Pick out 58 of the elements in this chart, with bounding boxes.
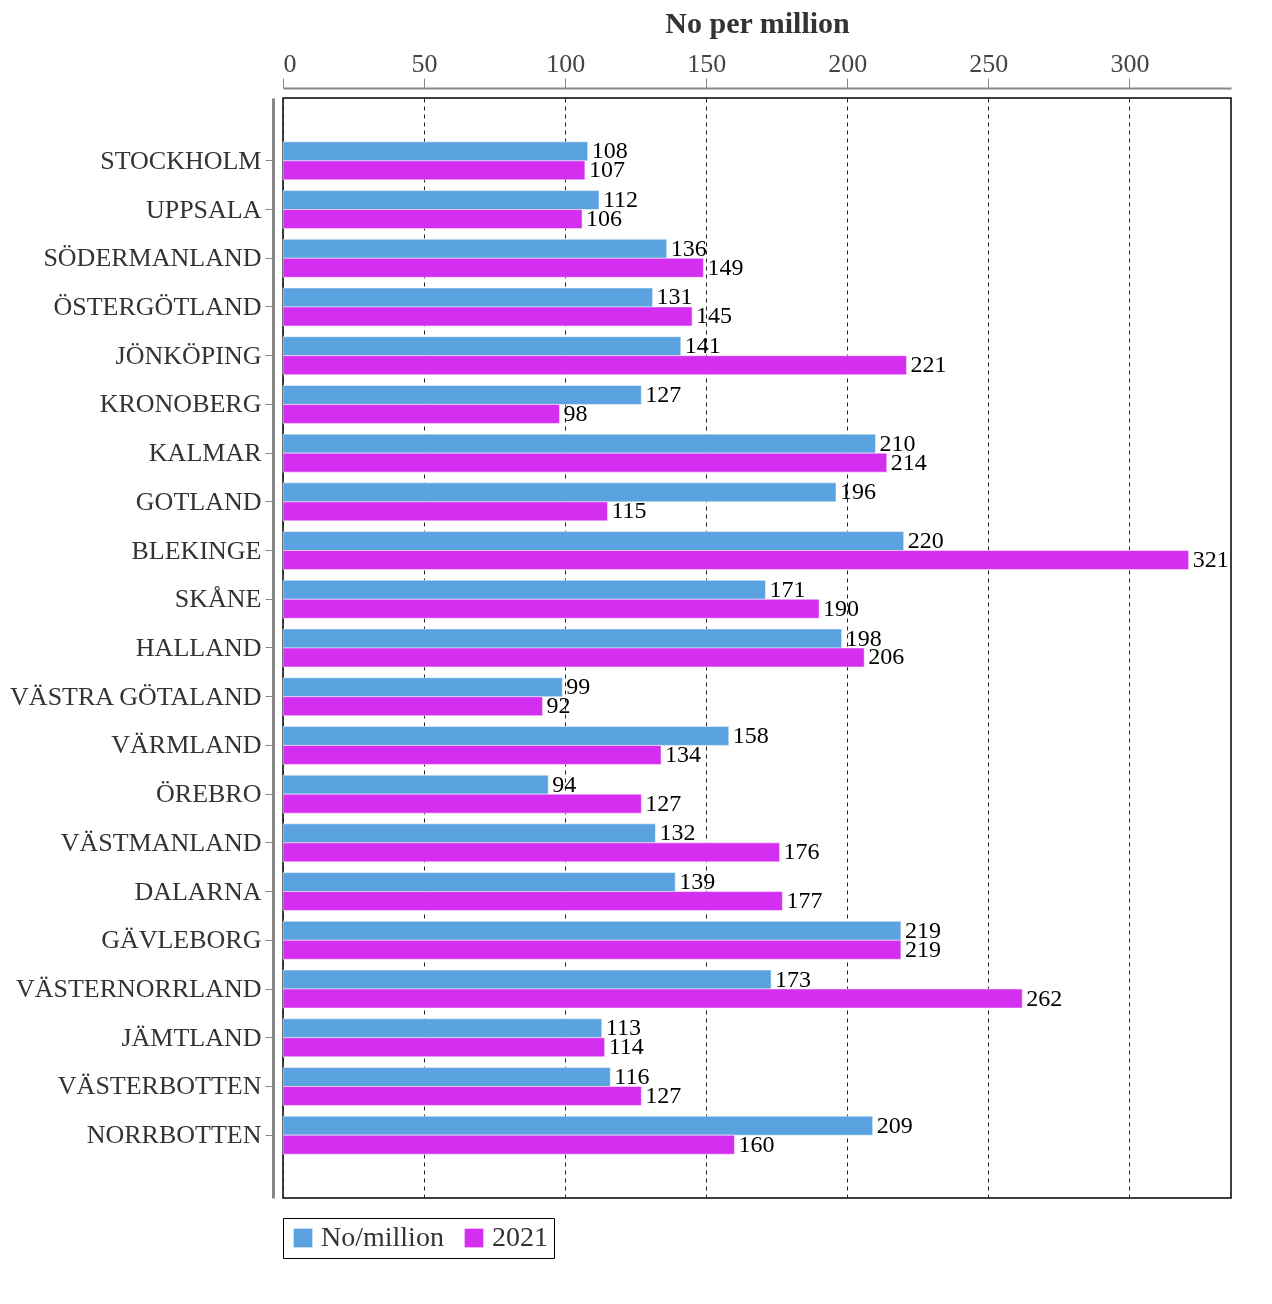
y-tick-label: STOCKHOLM xyxy=(100,145,262,175)
data-label: 190 xyxy=(823,594,860,621)
legend-label: No/million xyxy=(321,1221,444,1252)
y-tick-label: UPPSALA xyxy=(145,194,262,224)
y-tick-label: ÖREBRO xyxy=(156,779,262,809)
data-label: 173 xyxy=(775,965,812,992)
y-tick-label: KALMAR xyxy=(148,438,263,468)
data-label: 149 xyxy=(707,253,744,280)
y-tick-label: DALARNA xyxy=(134,876,262,906)
data-label: 98 xyxy=(563,399,588,426)
data-label: 94 xyxy=(552,770,577,797)
x-tick-label: 250 xyxy=(969,48,1009,78)
data-label: 116 xyxy=(614,1062,650,1089)
data-label: 176 xyxy=(783,838,820,865)
data-label: 145 xyxy=(696,302,733,329)
x-tick-label: 0 xyxy=(283,48,297,78)
data-label: 220 xyxy=(907,527,944,554)
y-tick-label: VÄSTERBOTTEN xyxy=(57,1071,262,1101)
data-label: 139 xyxy=(679,868,716,895)
data-label: 134 xyxy=(665,740,702,767)
y-tick-label: SKÅNE xyxy=(174,584,262,614)
y-tick-label: GÄVLEBORG xyxy=(101,925,262,955)
x-tick-label: 200 xyxy=(828,48,868,78)
x-axis-title: No per million xyxy=(665,5,851,39)
y-tick-label: NORRBOTTEN xyxy=(86,1120,262,1150)
legend-label: 2021 xyxy=(492,1221,548,1252)
data-label: 158 xyxy=(732,721,769,748)
x-tick-label: 100 xyxy=(546,48,586,78)
data-label: 115 xyxy=(611,497,647,524)
x-tick-label: 300 xyxy=(1110,48,1150,78)
y-tick-label: HALLAND xyxy=(135,633,262,662)
data-label: 196 xyxy=(840,478,876,505)
y-tick-label: VÄSTRA GÖTALAND xyxy=(10,681,262,711)
y-tick-label: VÄSTMANLAND xyxy=(60,827,262,857)
data-label: 177 xyxy=(786,887,823,914)
y-tick-label: BLEKINGE xyxy=(131,535,262,565)
data-label: 262 xyxy=(1026,984,1063,1011)
data-label: 321 xyxy=(1192,546,1229,573)
data-label: 127 xyxy=(645,380,682,407)
data-label: 127 xyxy=(645,789,682,816)
y-tick-label: ÖSTERGÖTLAND xyxy=(53,291,262,321)
y-tick-label: VÄSTERNORRLAND xyxy=(15,974,262,1004)
data-label: 136 xyxy=(670,234,707,261)
x-tick-label: 50 xyxy=(411,48,438,78)
data-label: 141 xyxy=(684,332,721,359)
data-label: 171 xyxy=(769,575,806,602)
data-label: 221 xyxy=(910,351,947,378)
x-tick-label: 150 xyxy=(687,48,727,78)
y-tick-label: JÖNKÖPING xyxy=(115,340,262,370)
data-label: 160 xyxy=(738,1130,775,1157)
y-tick-label: KRONOBERG xyxy=(99,389,262,419)
y-tick-label: JÄMTLAND xyxy=(121,1022,262,1052)
data-label: 209 xyxy=(876,1111,913,1138)
data-label: 131 xyxy=(656,283,693,310)
y-tick-label: SÖDERMANLAND xyxy=(43,243,262,273)
y-tick-label: GOTLAND xyxy=(135,486,262,516)
y-tick-label: VÄRMLAND xyxy=(111,730,262,760)
data-label: 132 xyxy=(659,819,696,846)
